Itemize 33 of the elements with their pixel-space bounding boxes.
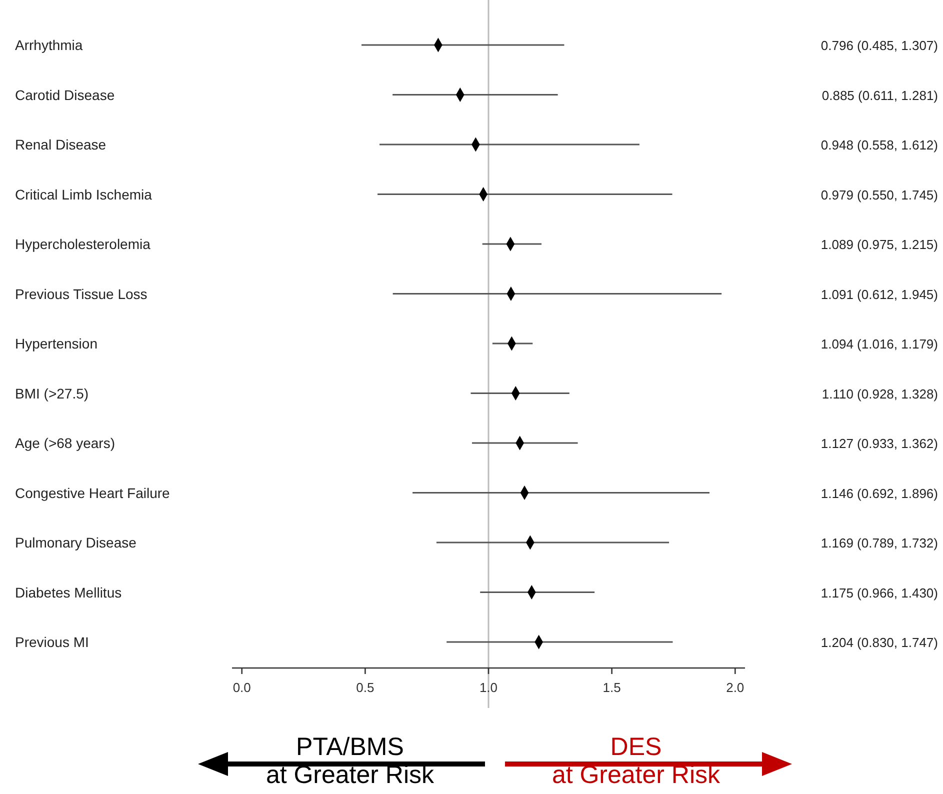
y-tick-label: Diabetes Mellitus [15, 584, 122, 600]
data-label: 1.204 (0.830, 1.747) [820, 635, 938, 650]
y-tick-label: Age (>68 years) [15, 435, 115, 451]
y-tick-label: Pulmonary Disease [15, 534, 137, 550]
y-tick-label: Previous MI [15, 634, 89, 650]
y-tick-label: BMI (>27.5) [15, 385, 89, 402]
y-tick-label: Hypertension [15, 336, 98, 352]
y-tick-label: Previous Tissue Loss [15, 286, 148, 302]
y-tick-label: Renal Disease [15, 136, 106, 152]
x-tick-label: 1.5 [602, 680, 621, 695]
text: DES at Greater Risk [552, 733, 721, 789]
y-tick-label: Arrhythmia [15, 37, 83, 53]
x-tick-label: 0.0 [232, 680, 251, 695]
data-label: 0.979 (0.550, 1.745) [820, 187, 938, 202]
x-tick-label: 2.0 [726, 680, 744, 695]
data-label: 1.091 (0.612, 1.945) [820, 286, 938, 302]
y-tick-label: Congestive Heart Failure [15, 484, 170, 501]
data-label: 1.175 (0.966, 1.430) [820, 585, 938, 600]
text: PTA/BMS at Greater Risk [266, 733, 435, 789]
y-tick-label: Hypercholesterolemia [15, 236, 151, 252]
data-label: 1.089 (0.975, 1.215) [820, 237, 938, 252]
y-tick-label: Carotid Disease [15, 86, 115, 103]
data-label: 1.094 (1.016, 1.179) [820, 336, 938, 352]
x-tick-label: 1.0 [479, 680, 498, 695]
y-tick-label: Critical Limb Ischemia [15, 186, 152, 202]
data-label: 1.146 (0.692, 1.896) [820, 486, 938, 501]
data-label: 1.169 (0.789, 1.732) [820, 536, 938, 550]
data-label: 0.948 (0.558, 1.612) [820, 138, 938, 152]
data-label: 0.885 (0.611, 1.281) [822, 88, 938, 103]
data-label: 0.796 (0.485, 1.307) [820, 38, 938, 53]
data-label: 1.127 (0.933, 1.362) [820, 436, 938, 451]
data-label: 1.110 (0.928, 1.328) [822, 386, 938, 402]
x-tick-label: 0.5 [356, 680, 374, 695]
